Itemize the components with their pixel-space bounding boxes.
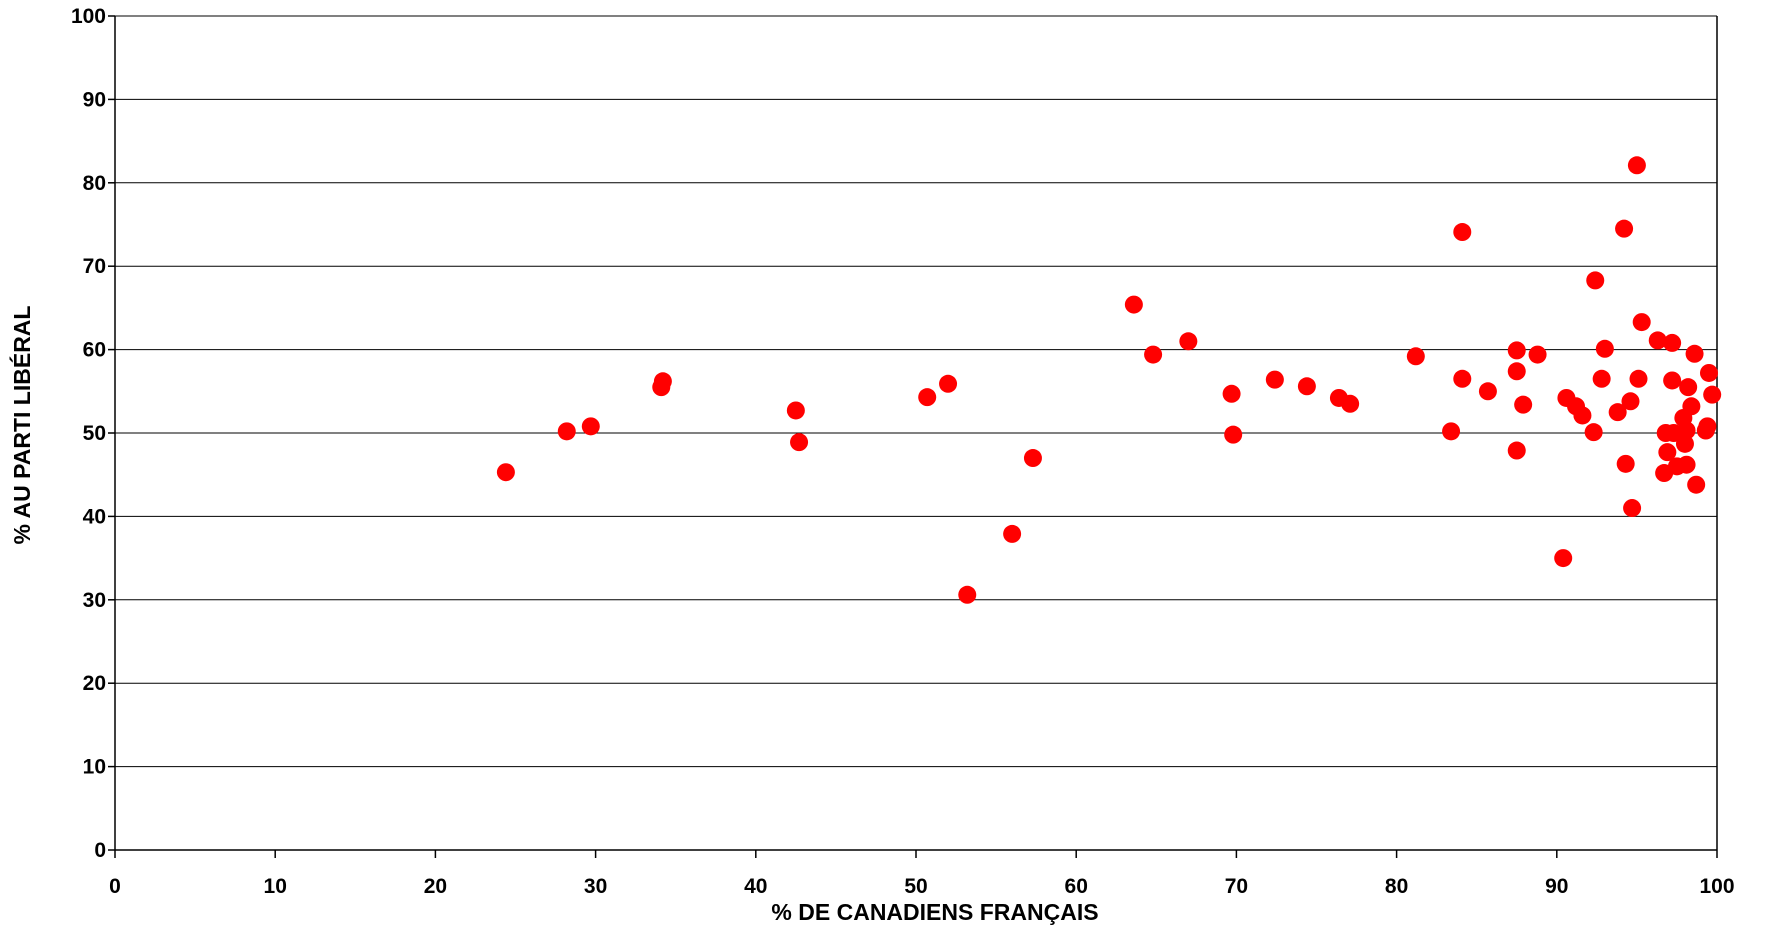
x-tick-labels: 0 10 20 30 40 50 60 70 80 90 100 [109, 875, 1734, 898]
data-point [1573, 406, 1592, 425]
data-point [1592, 369, 1611, 388]
y-axis-title: % AU PARTI LIBÉRAL [8, 306, 35, 545]
data-point [939, 374, 958, 393]
y-tick-label: 90 [83, 88, 106, 111]
data-point [1265, 370, 1284, 389]
data-point [1658, 443, 1677, 462]
data-point [1687, 475, 1706, 494]
data-point [1595, 339, 1614, 358]
data-point [1699, 363, 1718, 382]
data-point [1663, 333, 1682, 352]
data-point [790, 433, 809, 452]
y-tick-label: 10 [83, 756, 106, 779]
data-point [1406, 347, 1425, 366]
data-point [1685, 344, 1704, 363]
data-point [1677, 421, 1696, 440]
y-tick-label: 100 [71, 5, 106, 28]
data-point [1698, 417, 1717, 436]
data-point [1621, 392, 1640, 411]
y-tick-label: 70 [83, 255, 106, 278]
data-point [1632, 313, 1651, 332]
data-point [557, 422, 576, 441]
data-point [1297, 377, 1316, 396]
x-tick-label: 10 [264, 875, 287, 898]
data-point [1124, 295, 1143, 314]
y-tick-label: 60 [83, 339, 106, 362]
x-tick-label: 70 [1225, 875, 1248, 898]
data-point [1677, 455, 1696, 474]
data-point [1663, 371, 1682, 390]
x-tick-label: 80 [1385, 875, 1408, 898]
data-point [1554, 549, 1573, 568]
data-point [958, 585, 977, 604]
data-point [1675, 434, 1694, 453]
data-point [1703, 385, 1722, 404]
data-point [1453, 223, 1472, 242]
data-point [918, 388, 937, 407]
data-point [1222, 384, 1241, 403]
data-point [1627, 156, 1646, 175]
y-tick-label: 20 [83, 672, 106, 695]
data-point [1453, 369, 1472, 388]
data-point [581, 417, 600, 436]
y-tick-label: 30 [83, 589, 106, 612]
y-tick-label: 80 [83, 172, 106, 195]
data-point [1648, 331, 1667, 350]
data-point [1507, 441, 1526, 460]
x-tick-label: 90 [1545, 875, 1568, 898]
x-tick-label: 30 [584, 875, 607, 898]
data-point [653, 372, 672, 391]
data-point [1584, 423, 1603, 442]
data-point [1615, 219, 1634, 238]
y-tick-label: 0 [94, 839, 106, 862]
data-point [1507, 341, 1526, 360]
data-point [1144, 345, 1163, 364]
data-point [1224, 425, 1243, 444]
data-point [1608, 403, 1627, 422]
data-point [1003, 524, 1022, 543]
data-points [496, 156, 1722, 604]
data-point [1679, 378, 1698, 397]
data-point [1586, 271, 1605, 290]
y-tick-label: 50 [83, 422, 106, 445]
x-tick-label: 50 [904, 875, 927, 898]
data-point [1442, 422, 1461, 441]
x-tick-label: 100 [1699, 875, 1734, 898]
data-point [1514, 395, 1533, 414]
data-point [1629, 369, 1648, 388]
data-point [1682, 397, 1701, 416]
x-tick-label: 20 [424, 875, 447, 898]
x-axis-title: % DE CANADIENS FRANÇAIS [771, 899, 1098, 925]
data-point [496, 463, 515, 482]
data-point [1023, 449, 1042, 468]
data-point [786, 401, 805, 420]
data-point [1341, 394, 1360, 413]
x-tick-label: 60 [1065, 875, 1088, 898]
data-point [1179, 332, 1198, 351]
data-point [1623, 499, 1642, 518]
data-point [1616, 454, 1635, 473]
data-point [1478, 382, 1497, 401]
gridlines [115, 15, 1717, 768]
data-point [1528, 345, 1547, 364]
x-tick-label: 40 [744, 875, 767, 898]
x-tick-label: 0 [109, 875, 121, 898]
y-tick-labels: 0 10 20 30 40 50 60 70 80 90 100 [71, 5, 106, 862]
axes [108, 15, 1718, 858]
y-tick-label: 40 [83, 505, 106, 528]
data-point [1507, 362, 1526, 381]
